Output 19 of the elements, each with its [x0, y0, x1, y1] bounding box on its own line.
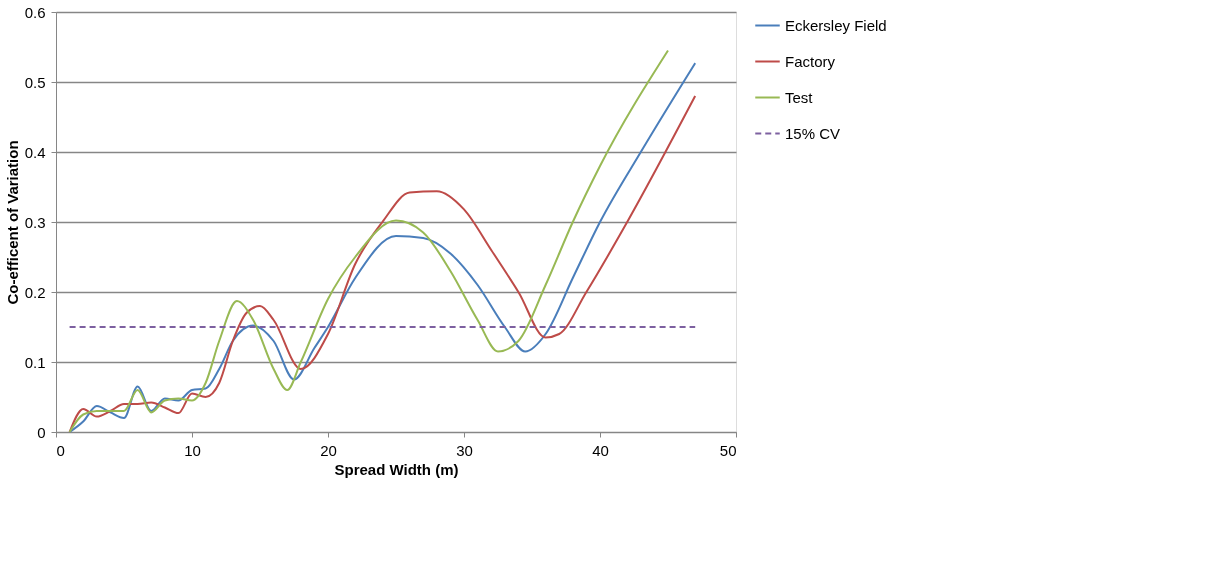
- y-tick-label: 0.4: [24, 143, 46, 161]
- y-tick-label: 0: [37, 423, 46, 441]
- y-axis-title: Co-efficent of Variation: [3, 140, 21, 305]
- legend-label: Factory: [785, 52, 836, 70]
- y-tick-label: 0.5: [24, 73, 46, 91]
- x-tick-label: 10: [184, 441, 201, 459]
- legend-label: Test: [785, 88, 814, 106]
- legend-label: Eckersley Field: [785, 16, 887, 34]
- y-tick-label: 0.6: [24, 3, 46, 21]
- x-tick-label: 50: [719, 441, 737, 459]
- y-tick-label: 0.1: [24, 353, 46, 371]
- x-tick-label: 0: [56, 441, 65, 459]
- legend-label: 15% CV: [785, 124, 841, 142]
- y-tick-label: 0.2: [24, 283, 46, 301]
- x-tick-label: 40: [592, 441, 609, 459]
- x-axis-title: Spread Width (m): [334, 460, 459, 478]
- x-tick-label: 30: [456, 441, 473, 459]
- y-tick-label: 0.3: [24, 213, 46, 231]
- x-tick-label: 20: [320, 441, 337, 459]
